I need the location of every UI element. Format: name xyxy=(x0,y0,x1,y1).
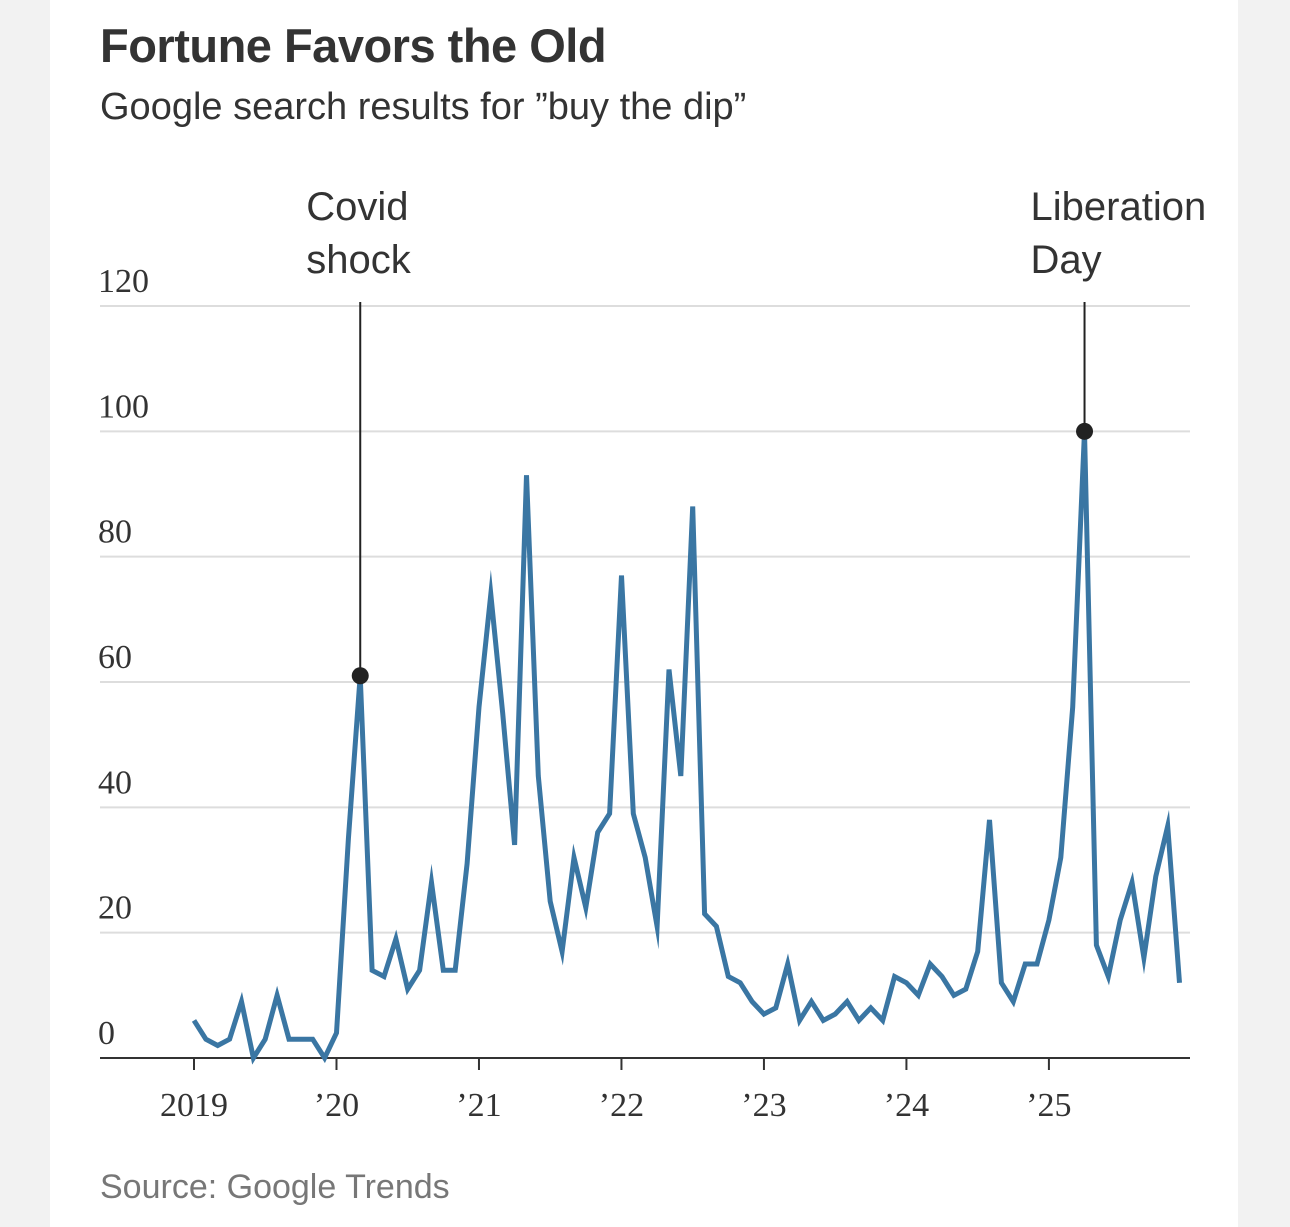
y-tick-label-0: 0 xyxy=(98,1015,115,1052)
y-tick-label-60: 60 xyxy=(98,639,132,676)
annotation-label-1-1: Day xyxy=(1031,238,1102,282)
annotation-marker-0 xyxy=(351,667,369,685)
x-tick-label-2025: ’25 xyxy=(1026,1087,1071,1124)
x-tick-label-2022: ’22 xyxy=(599,1087,644,1124)
chart-subtitle: Google search results for ”buy the dip” xyxy=(100,86,747,128)
annotation-marker-1 xyxy=(1076,422,1094,440)
annotation-markers xyxy=(351,422,1094,685)
y-tick-label-120: 120 xyxy=(98,263,149,300)
annotation-label-0-0: Covid xyxy=(306,185,408,229)
x-tick-label-2024: ’24 xyxy=(884,1087,929,1124)
y-tick-label-100: 100 xyxy=(98,388,149,425)
x-tick-label-2019: 2019 xyxy=(160,1087,228,1124)
annotation-label-0-1: shock xyxy=(306,238,411,282)
x-axis: 2019 ’20 ’21 ’22 ’23 ’24 ’25 xyxy=(100,1057,1190,1124)
series-layer xyxy=(191,431,1182,1065)
annotation-label-1-0: Liberation xyxy=(1031,185,1207,229)
gridlines: 0 20 40 60 80 100 120 xyxy=(98,263,1190,1052)
y-tick-label-80: 80 xyxy=(98,514,132,551)
y-tick-label-20: 20 xyxy=(98,890,132,927)
x-tick-label-2023: ’23 xyxy=(741,1087,786,1124)
chart-title: Fortune Favors the Old xyxy=(100,19,607,72)
x-tick-label-2021: ’21 xyxy=(456,1087,501,1124)
y-tick-label-40: 40 xyxy=(98,764,132,801)
series-line-0 xyxy=(191,431,1182,1065)
x-tick-label-2020: ’20 xyxy=(314,1087,359,1124)
source-note: Source: Google Trends xyxy=(100,1168,450,1206)
annotations: Covid shock Liberation Day xyxy=(306,185,1206,676)
